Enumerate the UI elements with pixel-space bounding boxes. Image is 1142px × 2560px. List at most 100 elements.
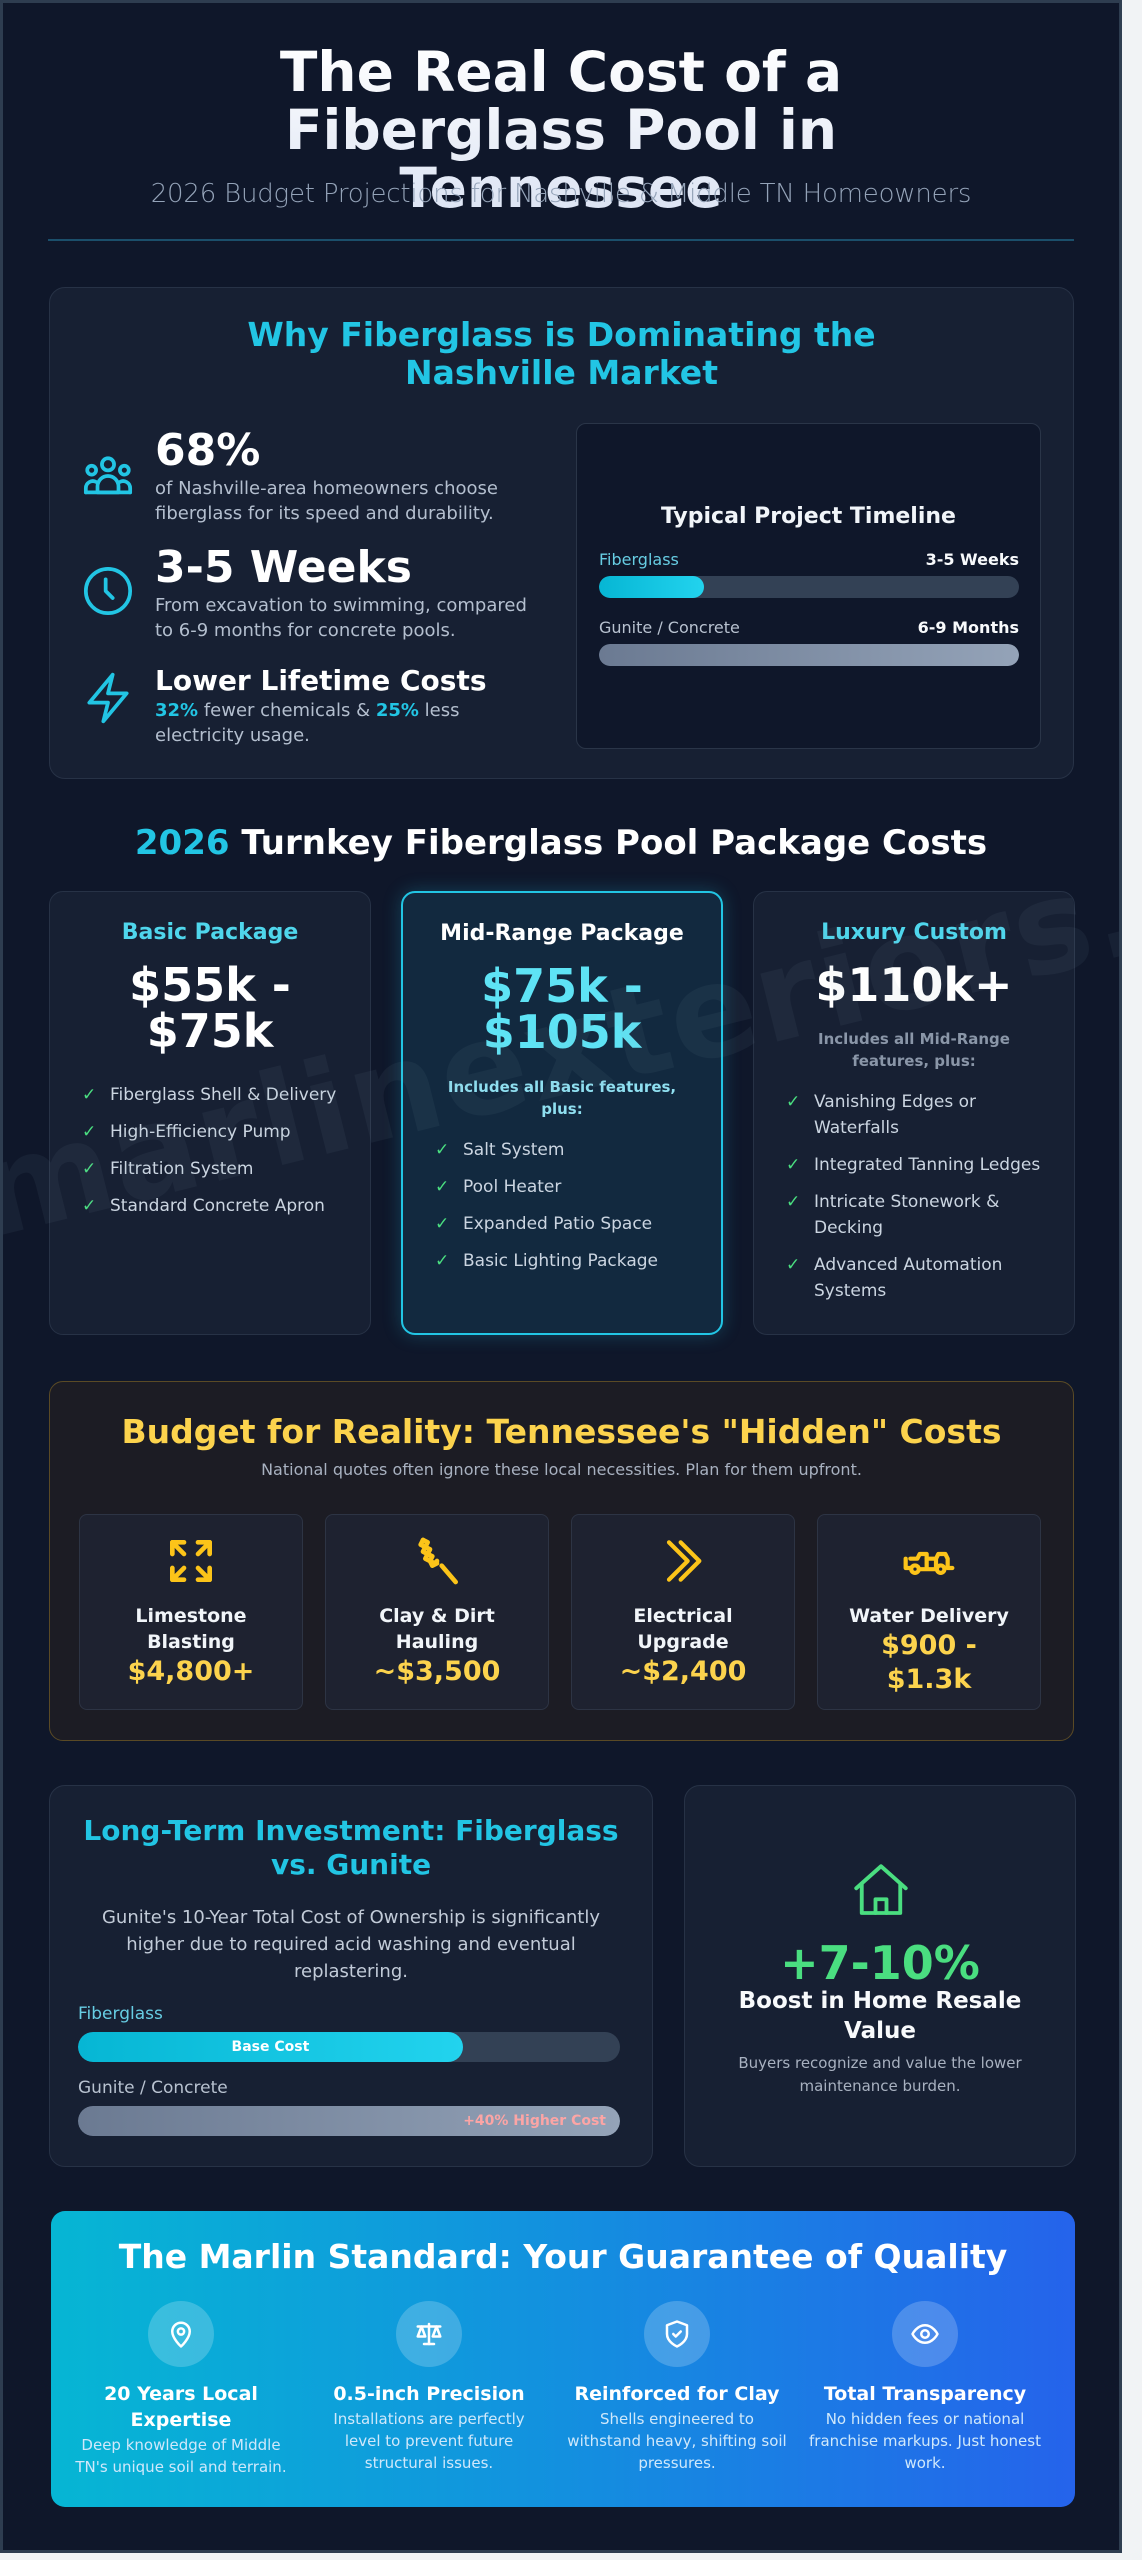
- hidden-costs-title: Budget for Reality: Tennessee's "Hidden"…: [121, 1412, 1002, 1451]
- resale-value: +7-10%: [780, 1936, 980, 1990]
- guarantee-name: 20 Years Local Expertise: [104, 2383, 258, 2431]
- package-price: $55k - $75k: [129, 958, 291, 1058]
- home-icon: [848, 1858, 914, 1924]
- timeline-label: Fiberglass: [599, 550, 679, 569]
- check-icon: ✓: [786, 1255, 801, 1275]
- double-chevron-icon: [572, 1533, 794, 1589]
- cost-bar-fill: +40% Higher Cost: [78, 2106, 620, 2136]
- feature-item: ✓ Expanded Patio Space: [435, 1211, 701, 1237]
- package-card-basic: Basic Package $55k - $75k ✓ Fiberglass Sh…: [49, 891, 371, 1335]
- package-includes: Includes all Mid-Range features, plus:: [818, 1030, 1010, 1070]
- guarantee-item: 0.5-inch Precision Installations are per…: [313, 2301, 545, 2474]
- page-subtitle: 2026 Budget Projections for Nashville & …: [150, 179, 972, 209]
- cost-bar-fiberglass: Base Cost: [78, 2032, 620, 2062]
- guarantee-description: Shells engineered to withstand heavy, sh…: [567, 2410, 787, 2472]
- feature-item: ✓ Fiberglass Shell & Delivery: [82, 1082, 350, 1108]
- package-features: ✓ Vanishing Edges or Waterfalls ✓ Integrat…: [786, 1089, 1054, 1315]
- feature-item: ✓ Filtration System: [82, 1156, 350, 1182]
- feature-item: ✓ Pool Heater: [435, 1174, 701, 1200]
- chemicals-percent: 32%: [155, 700, 199, 721]
- hidden-cost-card: Water Delivery $900 - $1.3k: [817, 1514, 1041, 1710]
- guarantee-item: Reinforced for Clay Shells engineered to…: [561, 2301, 793, 2474]
- package-includes: Includes all Basic features, plus:: [447, 1078, 677, 1118]
- hidden-cost-name: Electrical Upgrade: [633, 1605, 733, 1653]
- guarantee-name: 0.5-inch Precision: [333, 2383, 525, 2405]
- guarantee-item: 20 Years Local Expertise Deep knowledge …: [65, 2301, 297, 2478]
- check-icon: ✓: [82, 1159, 97, 1179]
- package-name: Luxury Custom: [821, 920, 1007, 945]
- cost-bar-fill: Base Cost: [78, 2032, 463, 2062]
- long-term-title: Long-Term Investment: Fiberglass vs. Gun…: [83, 1814, 619, 1881]
- base-cost-label: Base Cost: [231, 2039, 310, 2055]
- package-features: ✓ Fiberglass Shell & Delivery ✓ High-Effic…: [82, 1082, 350, 1230]
- eye-icon: [892, 2301, 958, 2367]
- marlin-standard-banner: The Marlin Standard: Your Guarantee of Q…: [51, 2211, 1075, 2507]
- electricity-percent: 25%: [375, 700, 419, 721]
- package-price: $75k - $105k: [481, 959, 643, 1059]
- bar-label-fiberglass: Fiberglass: [78, 2004, 163, 2024]
- stat-description: of Nashville-area homeowners choose fibe…: [155, 478, 498, 524]
- hidden-cost-name: Water Delivery: [849, 1605, 1009, 1627]
- feature-item: ✓ Intricate Stonework & Decking: [786, 1189, 1054, 1241]
- shield-check-icon: [644, 2301, 710, 2367]
- higher-cost-label: +40% Higher Cost: [463, 2113, 606, 2129]
- expand-arrows-icon: [80, 1533, 302, 1589]
- stat-value: Lower Lifetime Costs: [155, 664, 487, 697]
- feature-item: ✓ Salt System: [435, 1137, 701, 1163]
- clock-icon: [80, 563, 136, 619]
- stat-value: 3-5 Weeks: [155, 542, 412, 593]
- check-icon: ✓: [786, 1092, 801, 1112]
- map-pin-icon: [148, 2301, 214, 2367]
- timeline-bar: [599, 644, 1019, 666]
- resale-description: Buyers recognize and value the lower mai…: [738, 2054, 1022, 2095]
- long-term-investment-card: Long-Term Investment: Fiberglass vs. Gun…: [49, 1785, 653, 2167]
- package-features: ✓ Salt System ✓ Pool Heater ✓ Expanded Pati…: [435, 1137, 701, 1285]
- stat-description: 32% fewer chemicals & 25% less electrici…: [155, 700, 460, 746]
- check-icon: ✓: [82, 1122, 97, 1142]
- hidden-cost-name: Clay & Dirt Hauling: [379, 1605, 495, 1653]
- feature-item: ✓ Basic Lighting Package: [435, 1248, 701, 1274]
- hidden-cost-value: $900 - $1.3k: [881, 1630, 977, 1695]
- hidden-cost-value: $4,800+: [127, 1656, 255, 1687]
- hidden-cost-value: ~$3,500: [373, 1656, 501, 1687]
- guarantee-name: Reinforced for Clay: [574, 2383, 780, 2405]
- page-title: The Real Cost of a Fiberglass Pool in Te…: [3, 43, 1119, 217]
- feature-item: ✓ High-Efficiency Pump: [82, 1119, 350, 1145]
- packages-heading: 2026 Turnkey Fiberglass Pool Package Cos…: [134, 823, 988, 863]
- check-icon: ✓: [435, 1214, 450, 1234]
- timeline-bar-fill: [599, 644, 1019, 666]
- cost-bar-gunite: +40% Higher Cost: [78, 2106, 620, 2136]
- timeline-label: Gunite / Concrete: [599, 618, 740, 637]
- timeline-value: 6-9 Months: [917, 618, 1019, 637]
- resale-title: Boost in Home Resale Value: [738, 1988, 1022, 2044]
- hidden-cost-card: Clay & Dirt Hauling ~$3,500: [325, 1514, 549, 1710]
- check-icon: ✓: [786, 1192, 801, 1212]
- feature-item: ✓ Standard Concrete Apron: [82, 1193, 350, 1219]
- header-divider: [48, 239, 1074, 241]
- hidden-costs-section: Budget for Reality: Tennessee's "Hidden"…: [49, 1381, 1074, 1741]
- timeline-value: 3-5 Weeks: [925, 550, 1019, 569]
- project-timeline-card: Typical Project Timeline Fiberglass 3-5 …: [576, 423, 1041, 749]
- feature-item: ✓ Vanishing Edges or Waterfalls: [786, 1089, 1054, 1141]
- check-icon: ✓: [82, 1085, 97, 1105]
- check-icon: ✓: [435, 1177, 450, 1197]
- check-icon: ✓: [435, 1140, 450, 1160]
- guarantee-item: Total Transparency No hidden fees or nat…: [809, 2301, 1041, 2474]
- hidden-cost-card: Electrical Upgrade ~$2,400: [571, 1514, 795, 1710]
- stat-value: 68%: [155, 425, 261, 476]
- guarantee-description: No hidden fees or national franchise mar…: [809, 2410, 1041, 2472]
- timeline-bar: [599, 576, 1019, 598]
- truck-icon: [818, 1533, 1040, 1589]
- check-icon: ✓: [435, 1251, 450, 1271]
- drill-icon: [326, 1533, 548, 1589]
- feature-item: ✓ Advanced Automation Systems: [786, 1252, 1054, 1304]
- why-fiberglass-title: Why Fiberglass is Dominating the Nashvil…: [247, 315, 876, 392]
- package-card-luxury: Luxury Custom $110k+ Includes all Mid-Ra…: [753, 891, 1075, 1335]
- hidden-costs-subtitle: National quotes often ignore these local…: [261, 1460, 862, 1479]
- guarantee-description: Installations are perfectly level to pre…: [333, 2410, 525, 2472]
- guarantee-name: Total Transparency: [823, 2383, 1027, 2405]
- users-icon: [80, 448, 136, 504]
- feature-item: ✓ Integrated Tanning Ledges: [786, 1152, 1054, 1178]
- hidden-cost-value: ~$2,400: [619, 1656, 747, 1687]
- package-price: $110k+: [815, 958, 1013, 1012]
